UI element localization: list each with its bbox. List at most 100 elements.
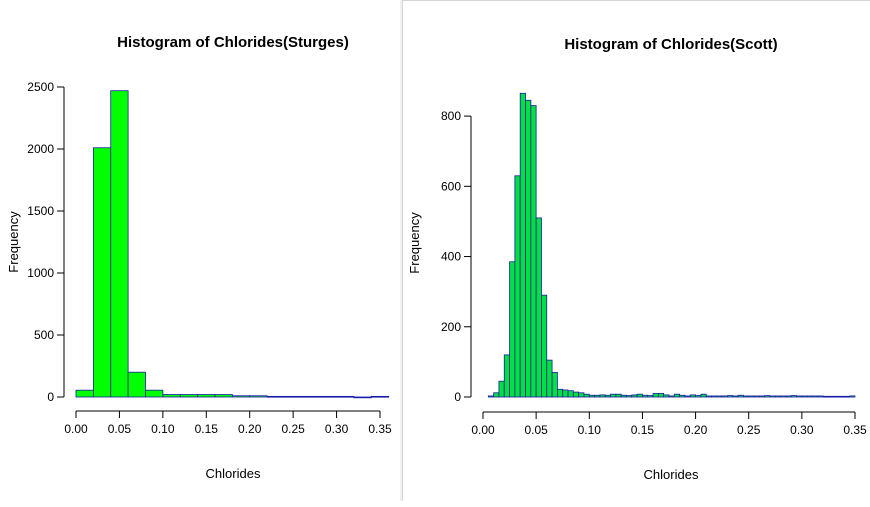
histogram-bar: [610, 393, 617, 398]
x-tick-label: 0.35: [843, 423, 867, 437]
x-tick-label: 0.30: [325, 422, 349, 436]
histogram-bar: [525, 99, 532, 398]
histogram-bar: [705, 395, 712, 398]
histogram-bar: [695, 395, 702, 398]
x-tick-label: 0.25: [737, 423, 761, 437]
histogram-bar: [519, 92, 526, 398]
histogram-bar: [663, 394, 670, 398]
histogram-bar: [546, 359, 553, 398]
histogram-bar: [583, 393, 590, 398]
x-axis-label: Chlorides: [644, 467, 699, 482]
histogram-bar: [626, 395, 633, 398]
panel-divider: [400, 0, 402, 501]
chart-title: Histogram of Chlorides(Sturges): [117, 34, 349, 51]
histogram-bar: [833, 395, 840, 398]
histogram-bar: [838, 395, 845, 398]
histogram-bar: [599, 394, 606, 398]
y-tick-label: 2500: [27, 80, 54, 94]
histogram-scott: Histogram of Chlorides(Scott) Chlorides …: [407, 36, 867, 482]
histogram-bar: [769, 395, 776, 398]
histogram-bar: [301, 395, 320, 398]
x-tick-label: 0.30: [790, 423, 814, 437]
histogram-bar: [753, 395, 760, 398]
histogram-bar: [657, 393, 665, 398]
histogram-bar: [179, 394, 199, 398]
histogram-bar: [631, 394, 638, 398]
x-tick-label: 0.00: [471, 423, 495, 437]
histogram-bar: [748, 395, 755, 398]
histogram-bar: [551, 372, 558, 398]
histogram-bar: [514, 175, 521, 398]
histogram-bar: [498, 380, 505, 398]
y-tick-label: 800: [441, 109, 461, 123]
histogram-bar: [503, 354, 510, 398]
histogram-bar: [796, 395, 803, 398]
histogram-bar: [318, 395, 337, 398]
histogram-bar: [647, 395, 654, 398]
y-tick-label: 0: [47, 390, 54, 404]
histogram-bar: [266, 395, 285, 398]
histogram-bar: [127, 371, 146, 398]
chart-title: Histogram of Chlorides(Scott): [564, 36, 777, 53]
histogram-bar: [556, 388, 564, 398]
histogram-bar: [700, 393, 707, 398]
histogram-bar: [162, 394, 181, 398]
y-tick-label: 1500: [27, 204, 54, 218]
histogram-bar: [790, 395, 797, 398]
histogram-bar: [231, 395, 251, 398]
histogram-bar: [689, 394, 696, 398]
y-tick-label: 1000: [27, 266, 54, 280]
histogram-bar: [679, 394, 686, 398]
histogram-bar: [353, 396, 372, 399]
histogram-bar: [652, 393, 659, 398]
histogram-bar: [249, 395, 268, 398]
x-tick-label: 0.20: [684, 423, 708, 437]
histogram-bar: [732, 395, 739, 398]
chart-panel-sturges: Histogram of Chlorides(Sturges) Chloride…: [0, 0, 400, 501]
histogram-bar: [530, 105, 537, 398]
y-axis-label: Frequency: [6, 211, 21, 273]
chart-panel-scott: Histogram of Chlorides(Scott) Chlorides …: [402, 0, 870, 501]
histogram-bar: [594, 394, 601, 398]
histogram-bar: [764, 395, 771, 398]
x-axis-label: Chlorides: [206, 466, 261, 481]
y-tick-label: 0: [454, 390, 461, 404]
x-tick-label: 0.25: [281, 422, 305, 436]
histogram-bar: [801, 395, 808, 398]
histogram-bar: [145, 389, 164, 398]
histogram-bar: [509, 261, 516, 398]
histogram-bar: [758, 395, 766, 398]
histogram-bar: [742, 395, 750, 398]
histogram-bar: [284, 395, 303, 398]
histogram-bar: [716, 395, 723, 398]
histogram-bar: [774, 395, 781, 398]
y-tick-label: 200: [441, 320, 461, 334]
histogram-bar: [684, 395, 691, 398]
histogram-bar: [727, 395, 734, 398]
x-tick-label: 0.35: [368, 422, 392, 436]
histogram-bar: [806, 395, 813, 398]
histogram-bar: [668, 395, 675, 398]
histogram-bar: [604, 394, 611, 398]
histogram-bar: [578, 392, 585, 398]
histogram-bar: [197, 394, 216, 398]
histogram-bar: [843, 395, 851, 398]
x-tick-label: 0.00: [64, 422, 88, 436]
histogram-bar: [780, 395, 787, 398]
x-tick-label: 0.15: [195, 422, 219, 436]
x-tick-label: 0.10: [578, 423, 602, 437]
histogram-bar: [75, 389, 94, 398]
histogram-bar: [487, 395, 495, 398]
x-tick-label: 0.05: [108, 422, 132, 436]
histogram-bar: [214, 394, 233, 398]
histogram-bar: [673, 393, 681, 398]
y-tick-label: 400: [441, 250, 461, 264]
histogram-bar: [642, 394, 649, 398]
x-tick-label: 0.05: [524, 423, 548, 437]
histogram-bar: [812, 395, 819, 398]
histogram-bar: [721, 395, 728, 398]
x-tick-label: 0.15: [631, 423, 655, 437]
y-tick-label: 500: [34, 328, 54, 342]
y-axis-label: Frequency: [407, 212, 422, 274]
histogram-bar: [535, 217, 542, 398]
